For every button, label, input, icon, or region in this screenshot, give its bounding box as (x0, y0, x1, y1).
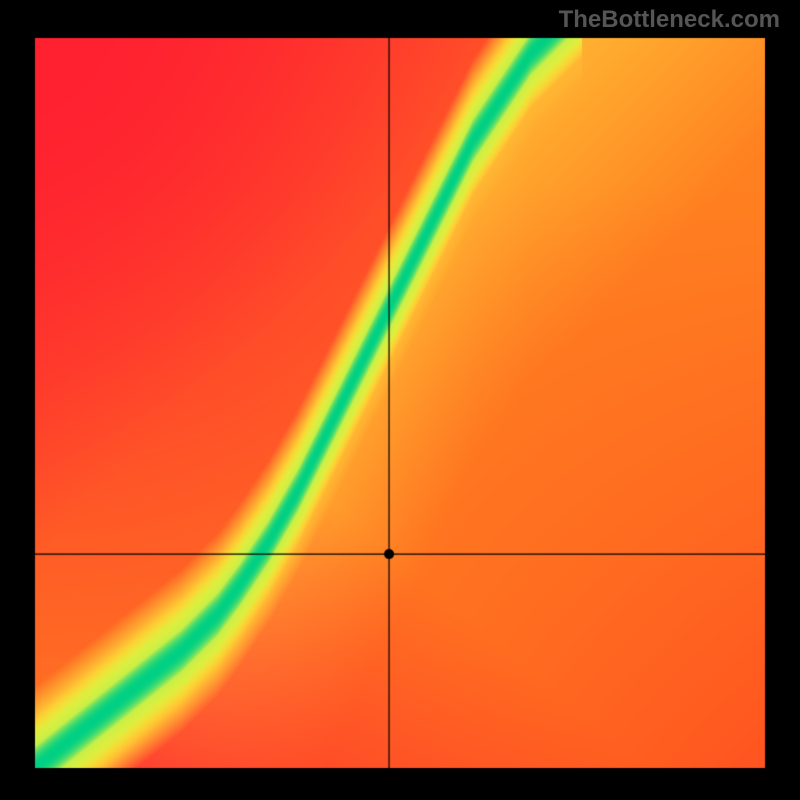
bottleneck-heatmap (0, 0, 800, 800)
watermark-text: TheBottleneck.com (559, 6, 780, 34)
chart-container: TheBottleneck.com (0, 0, 800, 800)
